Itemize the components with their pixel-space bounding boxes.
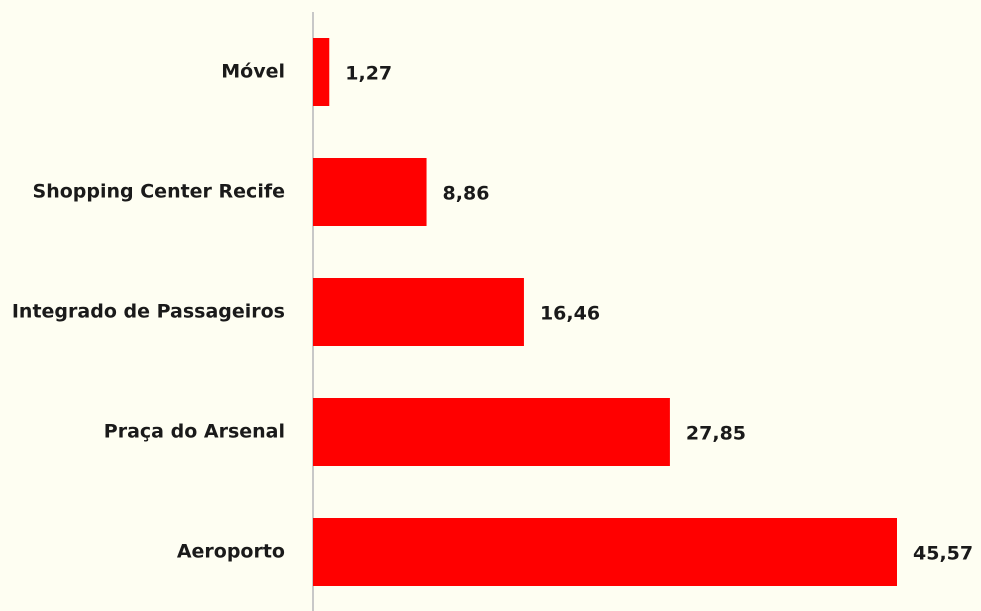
- value-label: 1,27: [345, 63, 392, 85]
- value-label: 8,86: [443, 183, 490, 205]
- bar: [313, 38, 330, 106]
- category-label: Praça do Arsenal: [104, 421, 285, 443]
- value-label: 27,85: [686, 423, 746, 445]
- value-label: 16,46: [540, 303, 600, 325]
- bar: [313, 278, 524, 346]
- bar: [313, 398, 670, 466]
- category-label: Aeroporto: [177, 541, 285, 563]
- bar: [313, 518, 897, 586]
- category-label: Integrado de Passageiros: [12, 301, 285, 323]
- category-label: Shopping Center Recife: [33, 181, 285, 203]
- value-label: 45,57: [913, 543, 973, 565]
- bar: [313, 158, 427, 226]
- category-label: Móvel: [221, 61, 285, 83]
